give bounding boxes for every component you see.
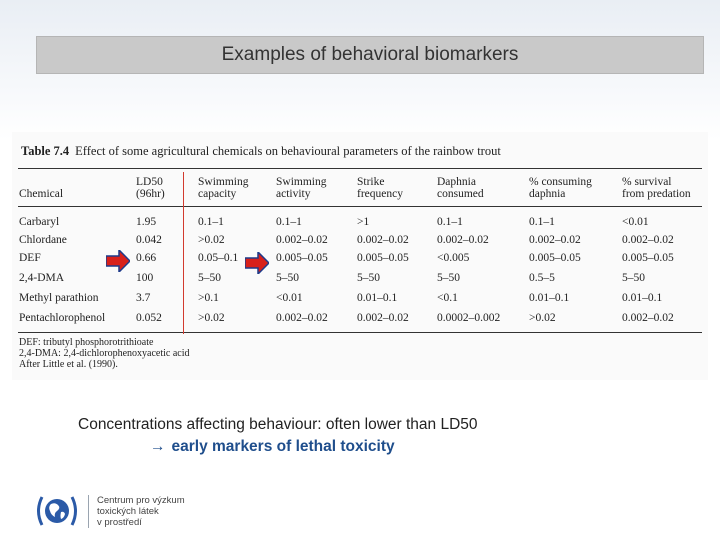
table-cell: 0.1–1 bbox=[437, 216, 463, 228]
table-row-label: Carbaryl bbox=[19, 216, 60, 228]
table-cell: <0.005 bbox=[437, 252, 470, 264]
table-cell: >0.02 bbox=[198, 234, 225, 246]
table-cell: <0.1 bbox=[437, 292, 458, 304]
table-cell: 100 bbox=[136, 272, 154, 284]
body-text-highlight: early markers of lethal toxicity bbox=[171, 438, 395, 455]
recetox-logo: Centrum pro výzkum toxických látek v pro… bbox=[34, 494, 185, 528]
table-note: 2,4-DMA: 2,4-dichlorophenoxyacetic acid bbox=[19, 348, 190, 359]
logo-text-line: v prostředí bbox=[97, 516, 142, 528]
table-row-label: 2,4-DMA bbox=[19, 272, 65, 284]
table-cell: 0.002–0.02 bbox=[529, 234, 581, 246]
table-cell: 5–50 bbox=[198, 272, 221, 284]
table-caption-text: Effect of some agricultural chemicals on… bbox=[75, 144, 501, 158]
table-notes: DEF: tributyl phosphorotrithioate 2,4-DM… bbox=[19, 337, 190, 370]
table-figure: Table 7.4 Effect of some agricultural che… bbox=[12, 132, 708, 380]
table-cell: 5–50 bbox=[622, 272, 645, 284]
header-ld50: LD50 (96hr) bbox=[136, 176, 165, 200]
body-text-line: Concentrations affecting behaviour: ofte… bbox=[78, 416, 478, 433]
header-strike-frequency: Strike frequency bbox=[357, 176, 403, 200]
table-cell: 1.95 bbox=[136, 216, 157, 228]
logo-text-line: toxických látek bbox=[97, 505, 159, 517]
table-cell: 0.66 bbox=[136, 252, 157, 264]
table-cell: 0.0002–0.002 bbox=[437, 312, 501, 324]
table-cell: >0.1 bbox=[198, 292, 219, 304]
table-cell: 5–50 bbox=[357, 272, 380, 284]
table-cell: >1 bbox=[357, 216, 370, 228]
table-cell: 0.1–1 bbox=[529, 216, 555, 228]
header-swimming-capacity: Swimming capacity bbox=[198, 176, 249, 200]
logo-text-line: Centrum pro výzkum bbox=[97, 494, 185, 506]
header-pct-consuming: % consuming daphnia bbox=[529, 176, 592, 200]
body-text-emphasis: → early markers of lethal toxicity bbox=[150, 438, 395, 456]
red-arrow-icon bbox=[106, 250, 130, 272]
arrow-right-icon: → bbox=[150, 438, 166, 455]
table-cell: 0.01–0.1 bbox=[622, 292, 663, 304]
table-row-label: Chlordane bbox=[19, 234, 67, 246]
table-cell: >0.02 bbox=[198, 312, 225, 324]
table-caption: Table 7.4 Effect of some agricultural che… bbox=[21, 144, 501, 159]
table-cell: 0.01–0.1 bbox=[529, 292, 570, 304]
table-bottom-rule bbox=[18, 332, 702, 333]
table-cell: 0.042 bbox=[136, 234, 162, 246]
table-cell: 0.052 bbox=[136, 312, 162, 324]
table-cell: 0.1–1 bbox=[198, 216, 224, 228]
table-header-rule bbox=[18, 206, 702, 207]
table-top-rule bbox=[18, 168, 702, 169]
table-row-label: DEF bbox=[19, 252, 41, 264]
table-cell: 5–50 bbox=[437, 272, 460, 284]
globe-logo-icon bbox=[37, 496, 77, 526]
table-cell: >0.02 bbox=[529, 312, 556, 324]
table-cell: 0.005–0.05 bbox=[622, 252, 674, 264]
table-cell: 0.002–0.02 bbox=[276, 234, 328, 246]
table-cell: 0.002–0.02 bbox=[622, 312, 674, 324]
table-cell: 5–50 bbox=[276, 272, 299, 284]
table-cell: 0.002–0.02 bbox=[622, 234, 674, 246]
table-row-label: Methyl parathion bbox=[19, 292, 99, 304]
slide-title-bar: Examples of behavioral biomarkers bbox=[36, 36, 704, 74]
table-cell: 0.002–0.02 bbox=[437, 234, 489, 246]
table-cell: 0.5–5 bbox=[529, 272, 555, 284]
table-cell: 0.002–0.02 bbox=[276, 312, 328, 324]
header-chemical: Chemical bbox=[19, 188, 64, 200]
table-cell: 0.005–0.05 bbox=[357, 252, 409, 264]
table-cell: <0.01 bbox=[276, 292, 303, 304]
table-cell: 3.7 bbox=[136, 292, 151, 304]
table-cell: <0.01 bbox=[622, 216, 649, 228]
table-cell: 0.01–0.1 bbox=[357, 292, 398, 304]
table-cell: 0.002–0.02 bbox=[357, 234, 409, 246]
table-cell: 0.002–0.02 bbox=[357, 312, 409, 324]
slide-title: Examples of behavioral biomarkers bbox=[221, 44, 519, 65]
table-divider-line bbox=[183, 172, 184, 334]
table-row-label: Pentachlorophenol bbox=[19, 312, 106, 324]
table-cell: 0.1–1 bbox=[276, 216, 302, 228]
header-pct-survival: % survival from predation bbox=[622, 176, 691, 200]
table-cell: 0.005–0.05 bbox=[529, 252, 581, 264]
header-swimming-activity: Swimming activity bbox=[276, 176, 327, 200]
table-cell: 0.05–0.1 bbox=[198, 252, 239, 264]
table-note: After Little et al. (1990). bbox=[19, 359, 118, 370]
table-cell: 0.005–0.05 bbox=[276, 252, 328, 264]
logo-text: Centrum pro výzkum toxických látek v pro… bbox=[88, 494, 185, 528]
red-arrow-icon bbox=[245, 252, 269, 274]
header-daphnia-consumed: Daphnia consumed bbox=[437, 176, 484, 200]
table-note: DEF: tributyl phosphorotrithioate bbox=[19, 337, 154, 348]
table-caption-label: Table 7.4 bbox=[21, 144, 70, 158]
